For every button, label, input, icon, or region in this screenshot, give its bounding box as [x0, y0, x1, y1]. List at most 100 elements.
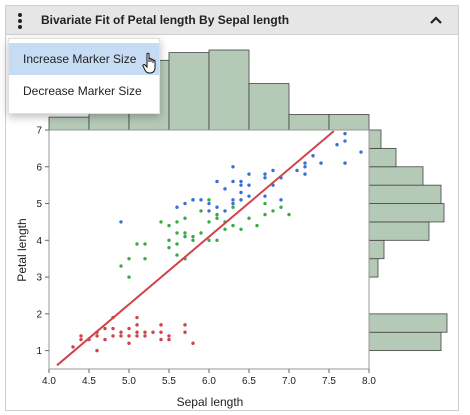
x-tick-label: 7.5: [322, 376, 336, 387]
x-tick-label: 6.5: [242, 376, 256, 387]
data-point-versicolor: [183, 216, 187, 220]
data-point-virginica: [295, 168, 299, 173]
data-point-versicolor: [167, 238, 171, 243]
data-point-versicolor: [199, 231, 203, 235]
data-point-setosa: [191, 341, 195, 345]
data-point-versicolor: [143, 242, 147, 246]
data-point-versicolor: [175, 242, 179, 246]
data-point-virginica: [215, 179, 219, 184]
data-point-virginica: [303, 165, 307, 169]
right-histogram-bar: [368, 129, 382, 149]
data-point-virginica: [239, 198, 243, 202]
right-histogram-bar: [368, 147, 397, 168]
data-point-versicolor: [175, 253, 179, 257]
fit-line: [56, 130, 335, 367]
data-point-versicolor: [159, 220, 163, 224]
data-point-setosa: [159, 337, 163, 342]
top-histogram-bar: [248, 83, 290, 131]
data-point-versicolor: [167, 223, 171, 228]
data-point-virginica: [319, 161, 323, 165]
x-axis-ticks: 4.0 4.5 5.0 5.5 6.0 6.5 7.0 7.5 8.0: [42, 369, 376, 387]
data-point-virginica: [343, 131, 347, 136]
y-tick-label: 2: [36, 309, 42, 320]
data-point-versicolor: [183, 231, 187, 235]
data-point-versicolor: [183, 234, 187, 239]
right-histogram: [368, 129, 448, 352]
y-tick-label: 6: [36, 162, 42, 173]
data-point-versicolor: [239, 227, 243, 231]
data-point-setosa: [135, 330, 139, 334]
x-tick-label: 5.0: [122, 376, 136, 387]
data-point-versicolor: [207, 198, 211, 202]
right-histogram-bar: [368, 203, 445, 223]
x-axis-label: Sepal length: [177, 395, 244, 409]
data-point-versicolor: [191, 238, 195, 243]
data-point-setosa: [167, 337, 171, 342]
data-point-virginica: [271, 168, 275, 173]
data-point-versicolor: [215, 212, 219, 217]
y-tick-label: 3: [36, 273, 42, 284]
data-point-versicolor: [215, 216, 219, 220]
data-point-virginica: [231, 179, 235, 184]
data-point-setosa: [103, 337, 107, 342]
data-point-versicolor: [207, 238, 211, 243]
top-histogram-bar: [48, 116, 90, 131]
data-point-setosa: [159, 323, 163, 327]
data-point-virginica: [279, 198, 283, 202]
data-point-versicolor: [231, 205, 235, 209]
data-point-virginica: [311, 154, 315, 158]
data-point-virginica: [239, 179, 243, 184]
data-point-virginica: [335, 143, 339, 147]
right-histogram-bar: [368, 331, 442, 352]
x-tick-label: 7.0: [282, 376, 296, 387]
y-tick-label: 4: [36, 236, 42, 247]
data-point-virginica: [175, 205, 179, 209]
data-point-versicolor: [191, 234, 195, 239]
data-point-virginica: [247, 194, 251, 198]
data-point-versicolor: [119, 264, 123, 268]
right-histogram-bar: [368, 313, 448, 333]
data-point-virginica: [263, 172, 267, 176]
data-point-setosa: [183, 323, 187, 327]
data-point-versicolor: [279, 205, 283, 209]
data-point-versicolor: [199, 209, 203, 213]
data-point-setosa: [79, 337, 83, 342]
data-point-setosa: [71, 345, 75, 349]
data-point-setosa: [79, 334, 83, 338]
data-point-setosa: [95, 348, 99, 353]
y-tick-label: 1: [36, 346, 42, 357]
data-point-virginica: [231, 198, 235, 202]
data-point-setosa: [95, 334, 99, 338]
data-point-versicolor: [167, 245, 171, 250]
data-point-versicolor: [135, 242, 139, 246]
top-histogram-bar: [288, 114, 330, 131]
increase-marker-size-item[interactable]: Increase Marker Size: [9, 43, 159, 75]
decrease-marker-size-item[interactable]: Decrease Marker Size: [23, 84, 142, 98]
kebab-menu-icon[interactable]: [12, 11, 28, 31]
data-point-setosa: [119, 330, 123, 334]
data-point-virginica: [183, 201, 187, 206]
data-point-virginica: [191, 198, 195, 202]
data-point-virginica: [119, 220, 123, 224]
data-point-setosa: [167, 334, 171, 338]
data-point-versicolor: [175, 220, 179, 224]
data-point-virginica: [207, 201, 211, 206]
y-tick-label: 7: [36, 126, 42, 137]
data-point-versicolor: [247, 216, 251, 220]
data-point-virginica: [263, 176, 267, 180]
data-point-virginica: [303, 172, 307, 176]
chevron-up-icon[interactable]: [426, 12, 446, 28]
x-tick-label: 5.5: [162, 376, 176, 387]
data-point-versicolor: [255, 223, 259, 228]
data-point-virginica: [263, 194, 267, 198]
data-point-versicolor: [207, 220, 211, 224]
data-point-versicolor: [231, 223, 235, 228]
x-tick-label: 6.0: [202, 376, 216, 387]
data-point-virginica: [343, 139, 347, 143]
x-tick-label: 4.5: [82, 376, 96, 387]
panel-header: Bivariate Fit of Petal length By Sepal l…: [6, 6, 458, 35]
data-point-versicolor: [223, 227, 227, 231]
data-point-setosa: [135, 334, 139, 338]
panel-title: Bivariate Fit of Petal length By Sepal l…: [41, 13, 290, 27]
